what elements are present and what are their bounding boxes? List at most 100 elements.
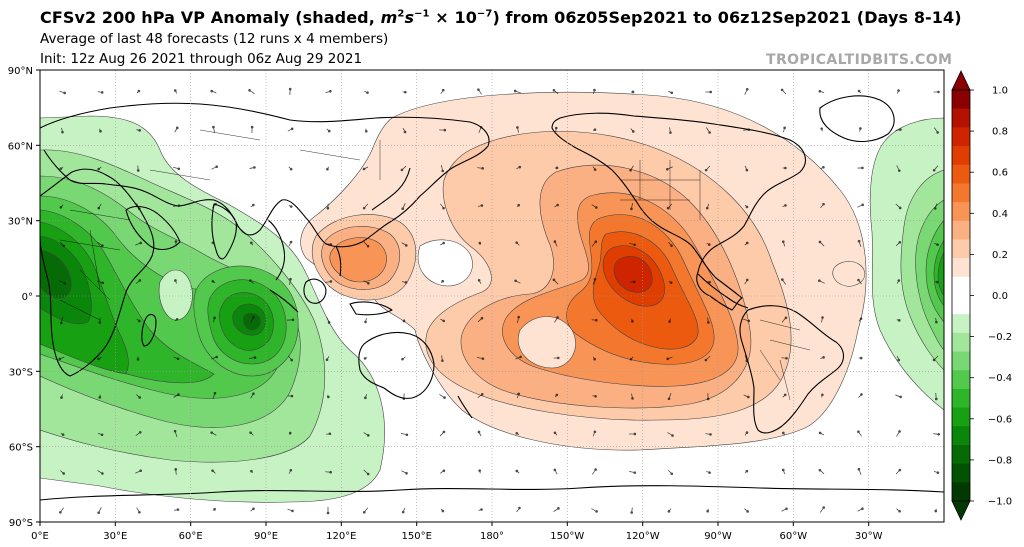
colorbar-segment — [952, 444, 970, 465]
vector-arrowhead — [785, 356, 788, 360]
vector-arrowhead — [517, 203, 520, 207]
coast-japan — [371, 167, 411, 211]
vector-arrowhead — [666, 206, 670, 210]
vector-arrowhead — [704, 358, 708, 362]
colorbar-top-arrow — [951, 70, 971, 91]
vector-arrowhead — [747, 395, 750, 399]
vector-arrowhead — [362, 206, 366, 210]
vector-arrowhead — [629, 357, 633, 361]
vector-arrowhead — [705, 206, 709, 210]
vector-arrowhead — [820, 127, 823, 130]
vector-arrowhead — [937, 90, 940, 94]
vector-arrowhead — [745, 205, 749, 209]
gridlines — [40, 70, 944, 522]
vector-arrowhead — [897, 279, 901, 282]
vector-arrowhead — [629, 168, 632, 172]
colorbar-segment — [952, 407, 970, 427]
coast-southamerica — [739, 305, 845, 434]
coast-antarctica — [40, 485, 944, 501]
vector-arrowhead — [478, 469, 481, 472]
vector-arrowhead — [138, 207, 141, 210]
title-unit-exp: −7 — [476, 8, 493, 20]
coast-greenland — [819, 95, 895, 143]
vector-arrowhead — [59, 511, 62, 514]
vector-arrowhead — [404, 90, 407, 94]
vector-arrowhead — [325, 358, 329, 361]
lon-label: 90°W — [704, 531, 732, 542]
vector-arrowhead — [480, 316, 484, 320]
vector-arrowhead — [327, 321, 331, 324]
vector-arrowhead — [594, 206, 598, 209]
vector-arrowhead — [593, 430, 597, 434]
vector-arrowhead — [139, 241, 143, 245]
vector-arrowhead — [362, 510, 366, 514]
vector-arrowhead — [857, 467, 861, 471]
vector-arrowhead — [747, 128, 751, 131]
colorbar-label: 0.2 — [992, 250, 1008, 261]
vector-arrowhead — [177, 167, 181, 171]
coast-india — [211, 203, 237, 260]
vector-arrowhead — [211, 241, 215, 245]
vector-arrowhead — [897, 89, 900, 92]
contour-io-0.8 — [243, 312, 261, 331]
vector-arrowhead — [935, 320, 938, 324]
vector-arrowhead — [364, 130, 368, 133]
vector-arrowhead — [857, 430, 860, 434]
vector-arrowhead — [632, 280, 636, 284]
vector-arrowhead — [138, 511, 141, 514]
vector-arrowhead — [707, 321, 710, 324]
vector-arrowhead — [665, 167, 669, 171]
colorbar-segment — [952, 90, 970, 110]
colorbar-label: −0.2 — [988, 332, 1012, 343]
coast-borneo — [303, 278, 327, 304]
vector-arrowhead — [101, 281, 105, 285]
vector-arrowhead — [174, 240, 178, 243]
vector-arrowhead — [481, 167, 484, 170]
vector-arrowhead — [593, 128, 597, 131]
coast-nz — [457, 395, 473, 419]
colorbar-segment — [952, 426, 970, 446]
colorbar-segment — [952, 220, 970, 240]
vector-arrowhead — [480, 204, 484, 207]
coast-newguinea — [349, 301, 393, 316]
vector-arrowhead — [177, 204, 181, 207]
vector-arrowhead — [709, 90, 712, 94]
vector-arrowhead — [366, 91, 369, 94]
vector-arrowhead — [215, 355, 218, 359]
vector-arrowhead — [173, 429, 177, 433]
vector-arrowhead — [442, 206, 445, 210]
vector-arrowhead — [552, 88, 556, 92]
title-unit: s — [404, 8, 415, 27]
vector-arrowhead — [781, 468, 785, 472]
vector-arrowhead — [552, 278, 556, 282]
vector-arrowhead — [708, 280, 711, 284]
vector-arrowhead — [138, 129, 141, 132]
vector-arrowhead — [97, 206, 101, 210]
vector-arrowhead — [594, 394, 597, 398]
colorbar-label: 0.8 — [992, 127, 1008, 138]
vector-arrowhead — [290, 394, 294, 398]
lon-label: 120°W — [626, 531, 660, 542]
lon-label: 150°E — [401, 531, 431, 542]
vector-arrowhead — [669, 281, 673, 284]
vector-arrowhead — [515, 432, 519, 435]
vector-arrowhead — [780, 88, 784, 92]
vector-arrowhead — [785, 507, 788, 511]
vector-arrowhead — [553, 240, 557, 243]
vector-arrowhead — [213, 391, 217, 395]
vector-arrowhead — [593, 278, 597, 281]
vector-arrowhead — [556, 203, 559, 207]
vector-arrowhead — [821, 316, 824, 319]
colorbar-segment — [952, 202, 970, 222]
vector-arrowhead — [517, 392, 520, 396]
vector-arrowhead — [784, 316, 788, 320]
vector-arrowhead — [704, 168, 708, 172]
vector-arrowhead — [514, 279, 517, 283]
vector-arrowhead — [249, 279, 252, 282]
vector-arrowhead — [631, 320, 634, 323]
vector-arrowhead — [289, 240, 293, 244]
vector-arrowhead — [441, 279, 444, 283]
lat-label: 60°N — [8, 141, 33, 152]
vector-arrowhead — [405, 471, 408, 475]
colorbar-segments — [952, 90, 970, 502]
